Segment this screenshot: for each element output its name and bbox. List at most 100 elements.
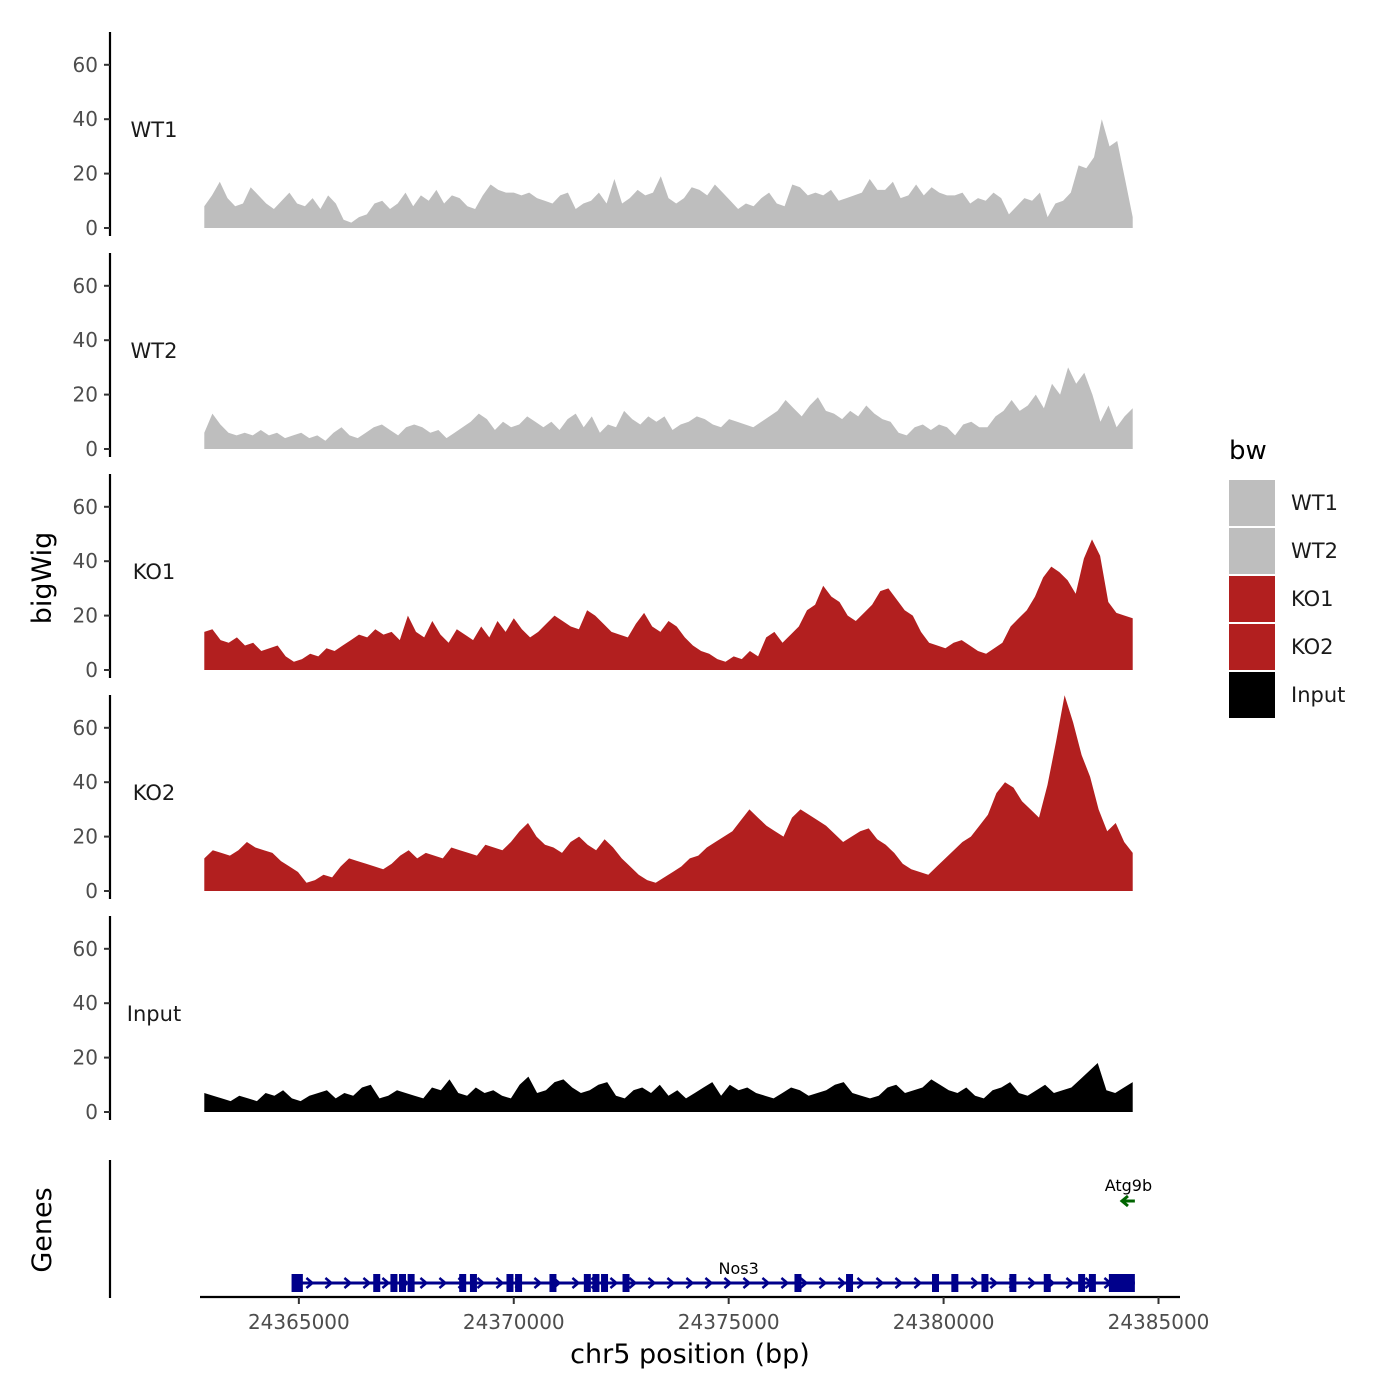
strand-chevron (476, 1277, 486, 1289)
strand-chevron (324, 1277, 334, 1289)
y-tick-label: 20 (73, 825, 98, 849)
y-tick-label: 60 (73, 937, 98, 961)
y-tick-label: 20 (73, 1046, 98, 1070)
y-tick-label: 40 (73, 549, 98, 573)
exon (469, 1274, 477, 1292)
exon (399, 1274, 407, 1292)
exon (1009, 1274, 1017, 1292)
exon (981, 1274, 989, 1292)
legend-key-ko1 (1229, 576, 1275, 622)
x-tick-label: 24380000 (893, 1310, 995, 1334)
track-label-wt2: WT2 (131, 339, 178, 363)
strand-chevron (704, 1277, 714, 1289)
exon (515, 1274, 523, 1292)
exon (794, 1274, 802, 1292)
y-tick-label: 40 (73, 991, 98, 1015)
exon (932, 1274, 939, 1292)
x-axis: 24365000 24370000 24375000 24380000 24385000 (200, 1295, 1209, 1334)
y-tick-label: 40 (73, 107, 98, 131)
track-label-ko1: KO1 (133, 560, 176, 584)
strand-chevron (685, 1277, 695, 1289)
track-label-input: Input (127, 1002, 181, 1026)
exon (295, 1274, 303, 1292)
legend-label-input: Input (1291, 683, 1345, 707)
strand-chevron (818, 1277, 828, 1289)
legend-label-wt2: WT2 (1291, 539, 1338, 563)
strand-chevron (723, 1277, 733, 1289)
strand-chevron (799, 1277, 809, 1289)
strand-chevron (913, 1277, 923, 1289)
genes-axis-title: Genes (27, 1187, 58, 1272)
gene-atg9b: Atg9b (1105, 1176, 1152, 1208)
strand-chevron (381, 1277, 391, 1289)
x-tick-label: 24370000 (463, 1310, 565, 1334)
legend-label-wt1: WT1 (1291, 491, 1338, 515)
y-axis-title: bigWig (27, 532, 58, 625)
strand-chevron (1119, 1194, 1129, 1208)
strand-chevron (533, 1277, 543, 1289)
exon (592, 1274, 600, 1292)
exon (1078, 1274, 1086, 1292)
strand-chevron (894, 1277, 904, 1289)
exon (951, 1274, 959, 1292)
signal-area-input (204, 1063, 1133, 1112)
y-tick-label: 0 (85, 216, 98, 240)
y-tick-label: 40 (73, 328, 98, 352)
strand-chevron (495, 1277, 505, 1289)
legend: bw WT1 WT2 KO1 KO2 Input (1229, 436, 1345, 718)
signal-area-wt2 (204, 367, 1133, 449)
strand-chevron (780, 1277, 790, 1289)
exon (407, 1274, 415, 1292)
strand-chevron (362, 1277, 372, 1289)
strand-chevron (419, 1277, 429, 1289)
legend-label-ko1: KO1 (1291, 587, 1334, 611)
strand-chevron (666, 1277, 676, 1289)
legend-label-ko2: KO2 (1291, 635, 1334, 659)
legend-title: bw (1229, 436, 1267, 466)
y-tick-label: 20 (73, 604, 98, 628)
strand-chevron (837, 1277, 847, 1289)
gene-nos3: Nos3 (291, 1259, 1135, 1292)
y-tick-label: 20 (73, 383, 98, 407)
strand-chevron (628, 1277, 638, 1289)
exon (601, 1274, 609, 1292)
strand-chevron (742, 1277, 752, 1289)
signal-area-wt1 (204, 119, 1133, 228)
genes-panel: Nos3 Atg9b (108, 1160, 1152, 1298)
strand-chevron (970, 1277, 980, 1289)
signal-area-ko1 (204, 539, 1133, 670)
y-tick-label: 40 (73, 770, 98, 794)
exon (583, 1274, 591, 1292)
strand-chevron (647, 1277, 657, 1289)
exon (390, 1274, 398, 1292)
track-label-wt1: WT1 (131, 118, 178, 142)
strand-chevron (609, 1277, 619, 1289)
y-tick-label: 60 (73, 495, 98, 519)
x-tick-label: 24365000 (248, 1310, 350, 1334)
exon (1088, 1274, 1096, 1292)
y-tick-label: 0 (85, 437, 98, 461)
y-tick-label: 0 (85, 879, 98, 903)
exon (549, 1274, 557, 1292)
exon (1108, 1274, 1135, 1292)
track-ko2: 0 20 40 60 KO2 (73, 695, 1133, 903)
track-input: 0 20 40 60 Input (73, 916, 1133, 1124)
x-tick-label: 24375000 (678, 1310, 780, 1334)
y-tick-label: 60 (73, 274, 98, 298)
x-axis-title: chr5 position (bp) (570, 1339, 810, 1370)
strand-chevron (875, 1277, 885, 1289)
gene-label: Nos3 (718, 1259, 758, 1278)
track-wt2: 0 20 40 60 WT2 (73, 253, 1133, 461)
gene-label: Atg9b (1105, 1176, 1152, 1195)
legend-key-input (1229, 672, 1275, 718)
legend-key-wt1 (1229, 480, 1275, 526)
y-tick-label: 0 (85, 658, 98, 682)
exon (291, 1274, 299, 1292)
strand-chevron (761, 1277, 771, 1289)
y-tick-label: 0 (85, 1100, 98, 1124)
legend-key-wt2 (1229, 528, 1275, 574)
strand-chevron (343, 1277, 353, 1289)
strand-chevron (1027, 1277, 1037, 1289)
legend-key-ko2 (1229, 624, 1275, 670)
